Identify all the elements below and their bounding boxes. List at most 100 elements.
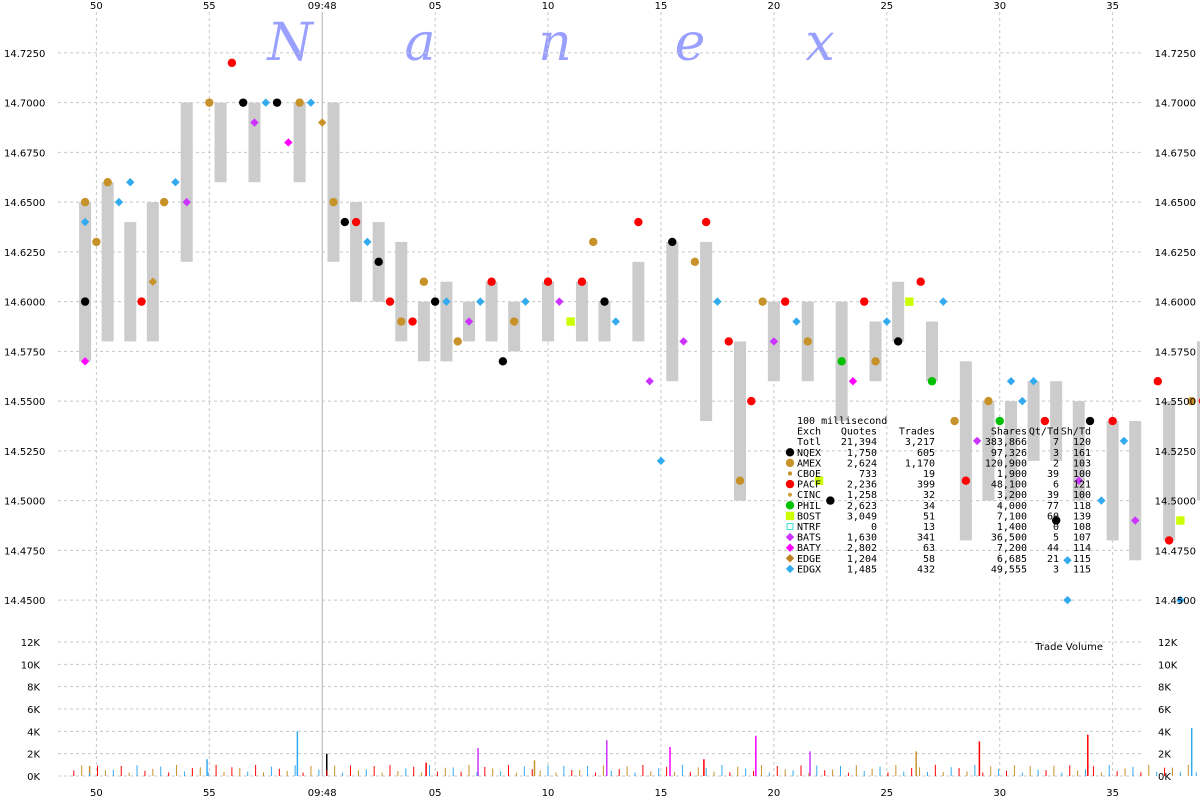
quote-point	[374, 257, 383, 267]
spread-bar	[959, 361, 972, 541]
quote-point	[205, 98, 214, 107]
time-tick-label-bottom: 35	[1106, 788, 1119, 799]
quote-point	[419, 277, 429, 286]
quote-point	[148, 277, 158, 286]
legend-cell: 21	[1047, 554, 1059, 565]
quote-point	[972, 436, 982, 446]
legend-cell: 3,049	[847, 511, 877, 522]
legend-cell: 77	[1047, 501, 1059, 512]
legend-cell: 120,900	[985, 458, 1027, 469]
quote-point	[103, 178, 112, 187]
legend-cell: 114	[1073, 543, 1091, 554]
quote-point	[261, 98, 270, 107]
quote-point	[701, 217, 711, 227]
spread-bar	[1106, 421, 1119, 541]
price-tick-label-right: 14.7000	[1155, 99, 1196, 110]
price-tick-label-left: 14.5750	[4, 347, 45, 358]
quote-point	[1108, 416, 1117, 426]
quote-point	[848, 377, 858, 386]
price-tick-label-left: 14.7000	[4, 99, 45, 110]
legend-cell: 5	[1053, 533, 1059, 544]
volume-tick-label-right: 2K	[1158, 750, 1171, 761]
legend-cell: 7,200	[997, 543, 1027, 554]
spread-bar	[395, 241, 408, 342]
spread-bar	[146, 202, 159, 342]
price-tick-label-right: 14.7250	[1155, 49, 1196, 60]
quote-point	[171, 178, 180, 187]
price-tick-label-right: 14.4500	[1155, 596, 1196, 607]
legend-cell: 432	[917, 564, 935, 575]
quote-point	[306, 98, 316, 107]
time-tick-label-bottom: 05	[429, 788, 442, 799]
legend-cell: 383,866	[985, 437, 1027, 448]
quote-point	[600, 297, 609, 306]
quote-point	[589, 237, 598, 247]
spread-bar	[1196, 341, 1200, 501]
legend-cell: 605	[917, 448, 935, 459]
price-tick-label-left: 14.5000	[4, 497, 45, 508]
quote-point	[555, 297, 564, 306]
time-tick-label-bottom: 30	[993, 788, 1006, 799]
quote-point	[860, 297, 869, 306]
quote-point	[318, 118, 327, 127]
legend-cell: EDGX	[797, 564, 821, 575]
quote-point	[159, 197, 169, 207]
quote-point	[1085, 416, 1095, 426]
legend-cell: NQEX	[797, 448, 821, 459]
legend-cell: 39	[1047, 490, 1059, 501]
quote-point	[1029, 377, 1038, 386]
legend-cell: 19	[923, 469, 935, 480]
quote-point	[939, 297, 948, 306]
quote-point	[668, 237, 677, 247]
axes: 14.7250 14.7250 14.7000 14.7000 14.6750 14.67…	[4, 1, 1196, 799]
spread-bar	[869, 321, 882, 382]
volume-tick-label-left: 6K	[27, 705, 40, 716]
spread-bars	[79, 102, 1200, 561]
legend-cell: 36,500	[991, 533, 1027, 544]
legend-cell: 97,326	[991, 448, 1027, 459]
quote-point	[1018, 396, 1027, 406]
price-tick-label-left: 14.5500	[4, 397, 45, 408]
quote-point	[611, 317, 621, 326]
time-tick-label-bottom: 50	[90, 788, 103, 799]
legend-marker	[786, 523, 794, 530]
quote-point	[80, 297, 90, 306]
legend-cell: 51	[923, 511, 935, 522]
price-tick-label-right: 14.5750	[1155, 347, 1196, 358]
volume-tick-label-right: 4K	[1158, 727, 1171, 738]
quote-point	[984, 396, 993, 406]
price-tick-label-left: 14.4500	[4, 596, 45, 607]
spread-bar	[575, 281, 588, 342]
quote-point	[566, 317, 575, 326]
legend-cell: 1,630	[847, 533, 877, 544]
quote-point	[295, 98, 304, 107]
legend-cell: Totl	[797, 437, 821, 448]
legend-cell: 3	[1053, 564, 1059, 575]
volume-tick-label-right: 6K	[1158, 705, 1171, 716]
spread-bar	[632, 261, 645, 342]
legend-cell: 3,200	[997, 490, 1027, 501]
legend-cell: 44	[1047, 543, 1059, 554]
spread-bar	[79, 202, 92, 362]
quote-point	[893, 337, 903, 346]
logo-letter: n	[538, 13, 572, 73]
quote-point	[916, 277, 925, 286]
legend-cell: 49,555	[991, 564, 1027, 575]
volume-axis-label: Trade Volume	[1034, 642, 1103, 653]
quote-point	[509, 317, 519, 326]
time-tick-label-top: 25	[880, 1, 893, 12]
legend-cell: PACF	[797, 480, 821, 491]
volume-tick-label-left: 4K	[27, 727, 40, 738]
quote-point	[871, 357, 880, 366]
legend-cell: CBOE	[797, 469, 821, 480]
logo-letter: a	[404, 13, 435, 73]
quote-point	[272, 98, 282, 107]
time-tick-label-top: 55	[203, 1, 216, 12]
spread-bar	[101, 182, 114, 342]
time-tick-label-top: 30	[993, 1, 1006, 12]
quote-point	[238, 98, 248, 107]
spread-bar	[180, 102, 193, 262]
legend-cell: 7	[1053, 437, 1059, 448]
legend-cell: EDGE	[797, 554, 821, 565]
nanex-logo: N a n e x	[265, 13, 834, 73]
